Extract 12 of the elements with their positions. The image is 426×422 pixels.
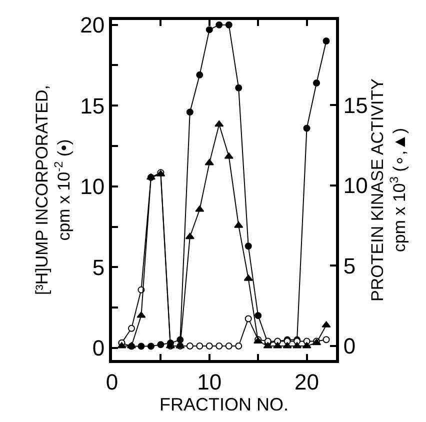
x-axis-title: FRACTION NO. <box>160 394 288 414</box>
y2-tick-label: 0 <box>343 334 356 359</box>
y2-tick-label: 10 <box>343 173 368 198</box>
y-tick-label: 5 <box>92 254 105 280</box>
y2-tick-label: 5 <box>343 253 356 278</box>
y-tick-label: 0 <box>92 336 105 361</box>
x-tick-label: 10 <box>197 369 222 394</box>
x-tick-label: 20 <box>294 369 320 394</box>
y2-tick-label: 15 <box>343 92 368 118</box>
y-tick-label: 20 <box>80 12 105 38</box>
y-tick-label: 15 <box>80 93 105 118</box>
y-tick-label: 10 <box>80 174 105 200</box>
